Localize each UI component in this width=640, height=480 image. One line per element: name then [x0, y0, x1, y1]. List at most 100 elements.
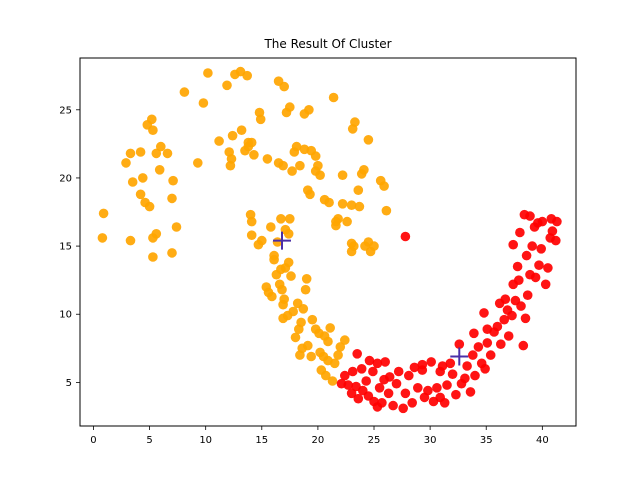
data-point [346, 246, 357, 257]
data-point [372, 358, 383, 369]
data-point [507, 310, 517, 321]
data-point [156, 141, 166, 152]
y-axis: 5 10 15 20 25 [59, 105, 80, 389]
data-point [321, 370, 331, 381]
data-point [305, 189, 315, 200]
data-point [400, 231, 411, 242]
data-point [515, 227, 525, 238]
data-point [482, 338, 493, 348]
data-point [198, 98, 209, 108]
data-point [121, 158, 131, 168]
data-point [533, 218, 543, 228]
data-point [272, 237, 283, 247]
data-point [547, 226, 558, 236]
data-point [426, 357, 437, 367]
data-point [295, 350, 305, 360]
data-point [151, 229, 162, 239]
data-point [499, 314, 510, 325]
data-point [413, 383, 423, 393]
data-point [346, 200, 357, 210]
x-tick-label: 20 [312, 435, 325, 446]
data-point [236, 125, 247, 135]
data-point [540, 279, 551, 290]
x-tick-label: 5 [146, 435, 152, 446]
data-point [365, 246, 376, 257]
data-point [135, 147, 146, 157]
data-point [283, 229, 294, 239]
data-point [144, 201, 155, 212]
data-point [300, 284, 311, 295]
data-point [277, 284, 287, 295]
x-axis: 0 5 10 15 20 25 30 35 40 [90, 426, 549, 446]
data-point [417, 359, 428, 370]
x-tick-label: 40 [536, 435, 549, 446]
data-point [214, 136, 224, 146]
cluster-2-points [336, 209, 562, 414]
x-tick-label: 30 [424, 435, 437, 446]
data-point [353, 393, 364, 404]
data-point [508, 239, 518, 250]
data-point [98, 208, 109, 219]
data-point [307, 314, 318, 325]
data-point [354, 201, 365, 212]
data-point [222, 80, 232, 91]
data-point [262, 154, 273, 164]
data-point [225, 160, 236, 171]
data-point [242, 70, 252, 81]
data-point [167, 248, 177, 258]
data-point [451, 389, 461, 400]
data-point [551, 235, 561, 246]
data-point [480, 364, 490, 374]
y-tick-label: 15 [59, 242, 72, 253]
x-tick-label: 35 [480, 435, 493, 446]
data-point [127, 177, 138, 187]
data-point [454, 339, 465, 350]
data-point [337, 199, 348, 209]
data-point [468, 350, 478, 360]
data-point [267, 291, 277, 302]
data-point [353, 185, 364, 195]
data-point [391, 378, 402, 389]
x-tick-label: 25 [368, 435, 381, 446]
data-point [479, 308, 489, 318]
data-point [296, 317, 306, 328]
data-point [295, 160, 305, 171]
cluster-2-centroid-marker [450, 347, 469, 366]
data-point [323, 336, 333, 347]
points-layer [97, 66, 562, 414]
data-point [359, 165, 369, 175]
data-point [384, 372, 395, 382]
data-point [168, 175, 178, 186]
data-point [135, 189, 146, 200]
data-point [151, 148, 162, 159]
data-point [494, 298, 505, 309]
data-point [310, 151, 321, 161]
data-point [154, 165, 165, 175]
data-point [404, 370, 414, 381]
data-point [203, 68, 213, 78]
data-point [388, 400, 398, 411]
data-point [315, 170, 325, 180]
data-point [179, 87, 190, 97]
data-point [492, 321, 503, 332]
data-point [279, 294, 290, 305]
cluster-1-points [97, 66, 392, 386]
data-point [269, 254, 279, 265]
data-point [379, 181, 389, 191]
data-point [329, 358, 340, 369]
data-point [257, 235, 267, 246]
data-point [462, 361, 472, 371]
data-point [278, 160, 288, 171]
data-point [328, 92, 339, 103]
data-point [162, 148, 173, 159]
data-point [398, 403, 409, 414]
cluster-1-centroid-marker [272, 231, 291, 250]
data-point [325, 323, 336, 333]
data-point [342, 216, 352, 227]
data-point [409, 362, 420, 373]
data-point [347, 124, 358, 134]
data-point [246, 137, 257, 148]
y-tick-label: 20 [59, 173, 72, 184]
